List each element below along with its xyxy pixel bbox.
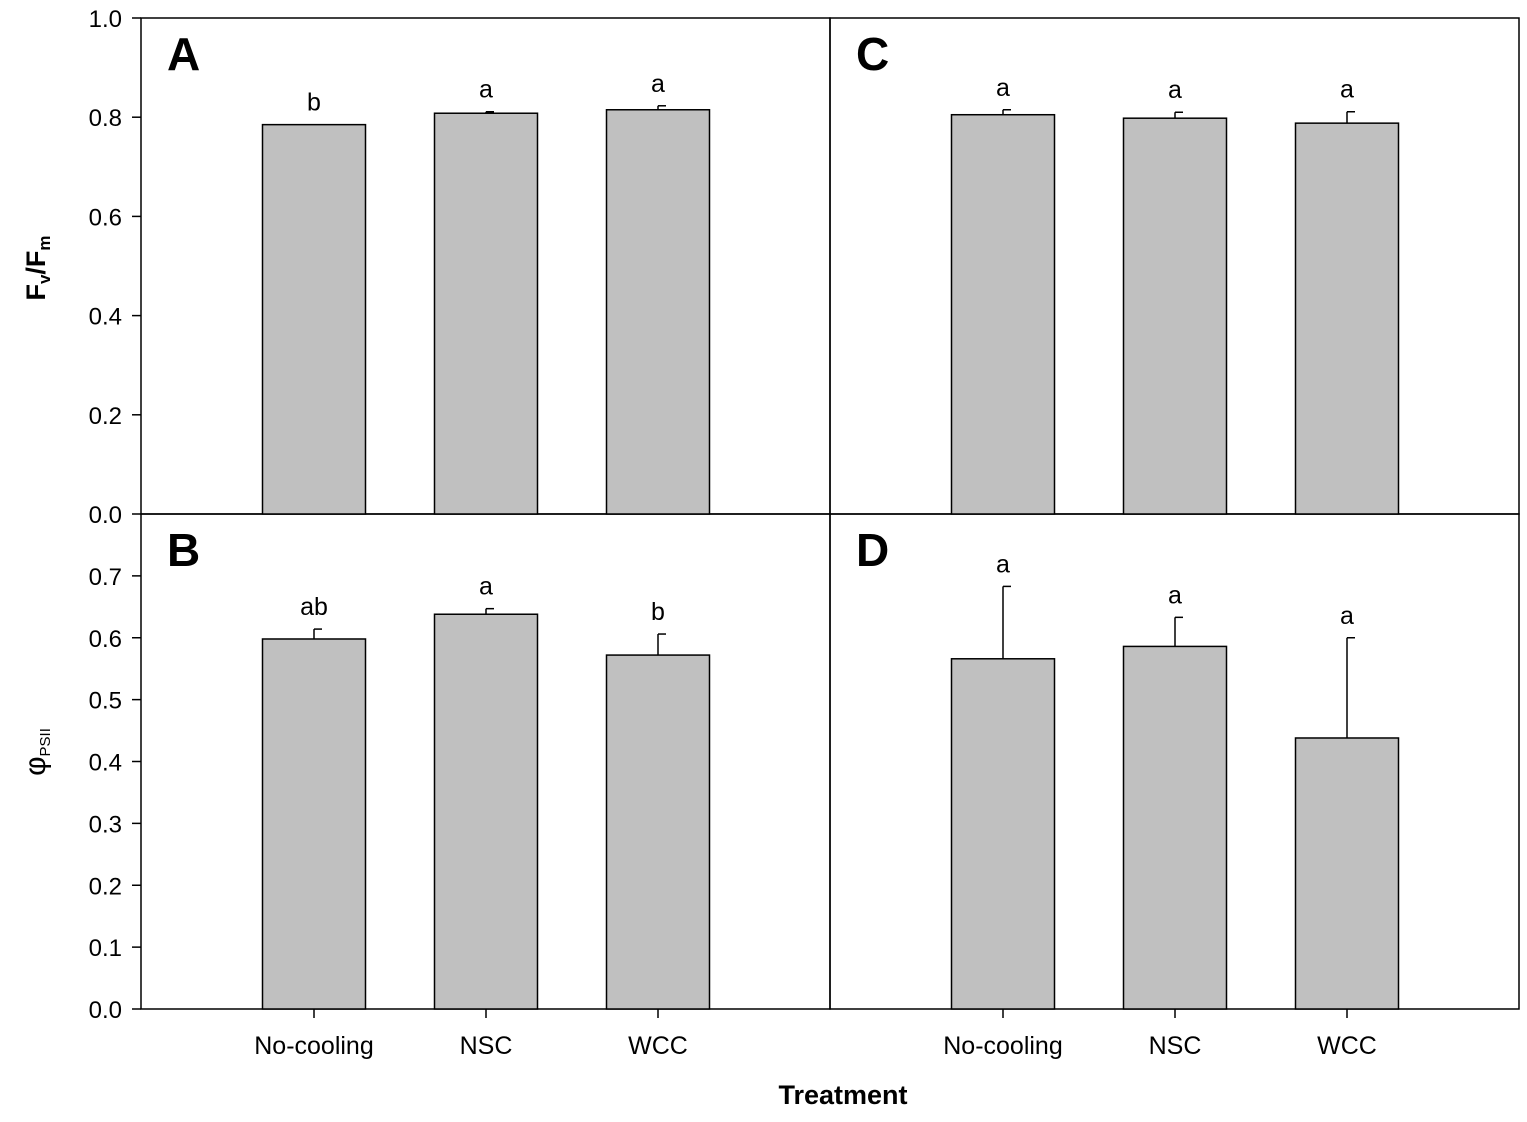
y-tick-label-r0-3: 0.6 (89, 204, 122, 231)
x-tick-label-c1-1: NSC (1149, 1032, 1202, 1060)
significance-letter-A-1: a (479, 76, 493, 104)
bar-B-1 (433, 613, 539, 1010)
y-tick-label-r0-2: 0.4 (89, 304, 122, 331)
y-axis-title-bottom-sub: PSII (37, 728, 54, 756)
y-tick-label-r0-4: 0.8 (89, 105, 122, 132)
panel-letter-D: D (856, 524, 889, 576)
bar-D-2 (1294, 737, 1400, 1010)
x-tick-label-c0-0: No-cooling (254, 1032, 374, 1060)
significance-letter-C-2: a (1340, 76, 1354, 104)
y-tick-label-r1-3: 0.3 (89, 811, 122, 838)
y-tick-label-r1-5: 0.5 (89, 688, 122, 715)
y-axis-title-top: Fv/Fm (21, 235, 54, 300)
y-axis-title-top-mid: /F (21, 251, 51, 275)
y-axis-title-bottom: φPSII (19, 728, 54, 776)
y-tick-label-r0-1: 0.2 (89, 403, 122, 430)
bar-A-2 (605, 109, 711, 515)
y-tick-label-r1-0: 0.0 (89, 997, 122, 1024)
bar-B-2 (605, 654, 711, 1010)
x-tick-label-c0-1: NSC (460, 1032, 513, 1060)
significance-letter-B-0: ab (300, 593, 328, 621)
bar-B-0 (261, 638, 367, 1010)
y-axis-title-top-sub1: v (35, 274, 54, 284)
panel-letter-A: A (167, 28, 200, 80)
y-tick-label-r1-2: 0.2 (89, 873, 122, 900)
x-tick-label-c1-2: WCC (1317, 1032, 1377, 1060)
bar-D-1 (1122, 645, 1228, 1010)
y-axis-title-bottom-main: φ (19, 756, 52, 775)
y-tick-label-r0-5: 1.0 (89, 6, 122, 33)
significance-letter-B-2: b (651, 598, 665, 626)
y-tick-label-r0-0: 0.0 (89, 502, 122, 529)
chart-layer: 0.0 0.2 0.4 0.6 0.8 1.0 0.0 0.1 0.2 0.3 0.4 0.5 0.6 0… (89, 6, 1520, 1060)
significance-letter-A-0: b (307, 89, 321, 117)
y-tick-label-r1-6: 0.6 (89, 626, 122, 653)
y-axis-title-top-sub2: m (35, 235, 54, 250)
significance-letter-D-0: a (996, 550, 1010, 578)
bar-C-2 (1294, 122, 1400, 515)
significance-letter-D-1: a (1168, 581, 1182, 609)
bar-C-0 (950, 113, 1056, 515)
y-axis-title-top-main: F (21, 284, 51, 301)
panel-letter-B: B (167, 524, 200, 576)
y-tick-label-r1-4: 0.4 (89, 750, 122, 777)
bar-C-1 (1122, 117, 1228, 515)
significance-letter-B-1: a (479, 573, 493, 601)
x-tick-label-c0-2: WCC (628, 1032, 688, 1060)
panel-letter-C: C (856, 28, 889, 80)
significance-letter-C-1: a (1168, 76, 1182, 104)
significance-letter-D-2: a (1340, 602, 1354, 630)
x-axis-title: Treatment (778, 1080, 907, 1110)
y-tick-label-r1-1: 0.1 (89, 935, 122, 962)
bar-A-1 (433, 112, 539, 515)
bar-D-0 (950, 658, 1056, 1010)
significance-letter-A-2: a (651, 70, 665, 98)
x-tick-label-c1-0: No-cooling (943, 1032, 1063, 1060)
y-tick-label-r1-7: 0.7 (89, 564, 122, 591)
bar-A-0 (261, 123, 367, 515)
significance-letter-C-0: a (996, 74, 1010, 102)
